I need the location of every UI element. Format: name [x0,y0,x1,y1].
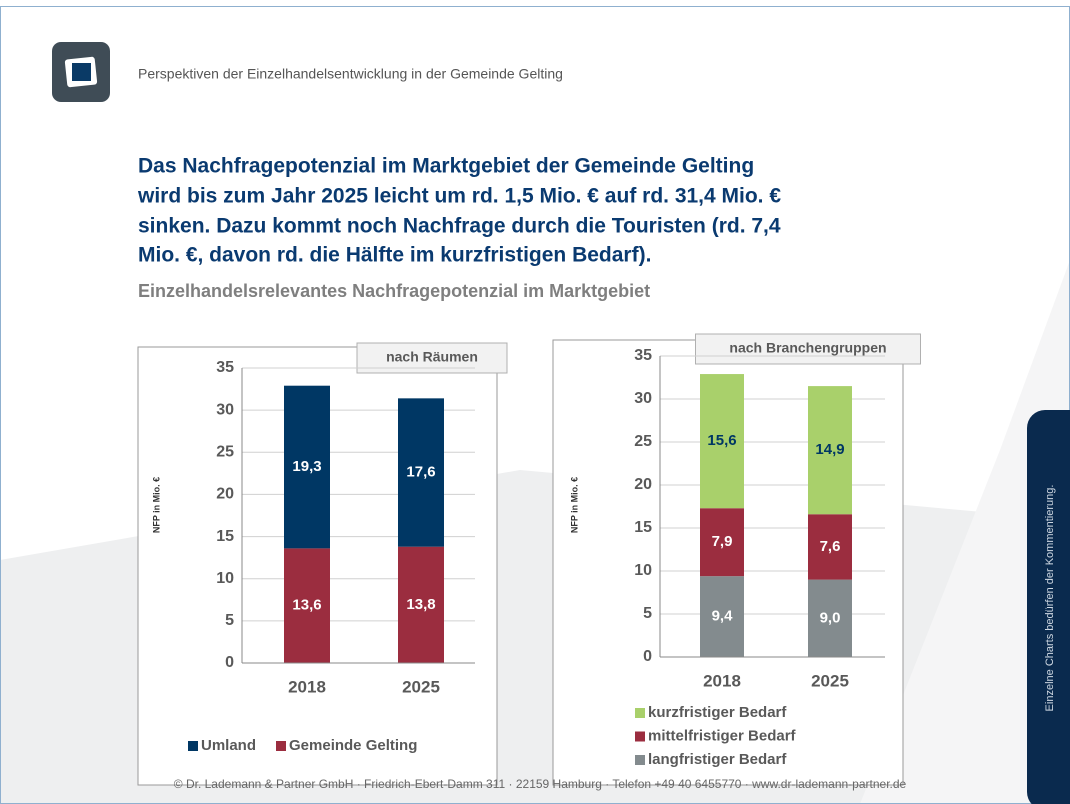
bar-segment [700,576,744,657]
bar-segment [808,514,852,580]
bar-segment [398,546,444,663]
value-label: 14,9 [815,441,844,458]
side-note: Einzelne Charts bedürfen der Kommentieru… [1044,485,1056,712]
y-tick-label: 0 [643,648,652,665]
value-label: 13,6 [292,597,321,614]
chart-title: nach Räumen [386,349,478,365]
legend-label: langfristiger Bedarf [648,751,787,768]
legend-swatch [635,731,645,742]
legend-swatch [188,741,198,751]
y-tick-label: 25 [634,433,652,450]
header-subtitle: Perspektiven der Einzelhandelsentwicklun… [138,66,563,82]
legend-label: Umland [201,737,256,754]
y-tick-label: 10 [634,562,652,579]
y-tick-label: 35 [634,347,652,364]
chart-title: nach Branchengruppen [729,340,886,356]
y-tick-label: 25 [216,444,234,461]
headline: Das Nachfragepotenzial im Marktgebiet de… [138,155,754,178]
y-tick-label: 5 [643,605,652,622]
bar-segment [284,385,330,549]
y-tick-label: 30 [216,401,234,418]
y-tick-label: 0 [225,654,234,671]
title-box [695,333,921,365]
section-title: Einzelhandelsrelevantes Nachfragepotenzi… [138,281,650,301]
x-tick-label: 2018 [288,677,326,696]
bar-segment [700,508,744,577]
y-tick-label: 35 [216,359,234,376]
bar-segment [808,579,852,657]
headline: sinken. Dazu kommt noch Nachfrage durch … [138,215,781,238]
y-axis-label: NFP in Mio. € [151,477,161,533]
y-tick-label: 20 [634,476,652,493]
y-tick-label: 30 [634,390,652,407]
y-tick-label: 15 [216,528,234,545]
x-tick-label: 2018 [703,671,741,690]
legend-label: Gemeinde Gelting [289,737,417,754]
x-tick-label: 2025 [402,677,440,696]
y-tick-label: 20 [216,486,234,503]
value-label: 9,4 [712,608,734,625]
bar-segment [808,386,852,515]
legend-label: mittelfristiger Bedarf [648,727,797,744]
legend-swatch [276,741,286,751]
legend-swatch [635,708,645,718]
value-label: 7,6 [820,538,841,555]
side-tab [1027,410,1070,804]
headline: Mio. €, davon rd. die Hälfte im kurzfris… [138,244,651,267]
legend-swatch [635,755,645,765]
headline: wird bis zum Jahr 2025 leicht um rd. 1,5… [137,185,781,208]
y-tick-label: 10 [216,570,234,587]
logo-core [72,63,91,81]
value-label: 17,6 [406,463,435,480]
y-tick-label: 5 [225,612,234,629]
value-label: 13,8 [406,596,435,613]
legend-label: kurzfristiger Bedarf [648,704,787,721]
value-label: 19,3 [292,458,321,475]
bar-segment [700,374,744,509]
y-axis-label: NFP in Mio. € [569,477,579,533]
y-tick-label: 15 [634,519,652,536]
bg-shape [860,260,1070,804]
value-label: 15,6 [707,432,736,449]
value-label: 7,9 [712,533,733,550]
x-tick-label: 2025 [811,671,849,690]
value-label: 9,0 [820,609,841,626]
bar-segment [284,548,330,663]
bar-segment [398,398,444,547]
footer: © Dr. Lademann & Partner GmbH · Friedric… [174,777,907,791]
